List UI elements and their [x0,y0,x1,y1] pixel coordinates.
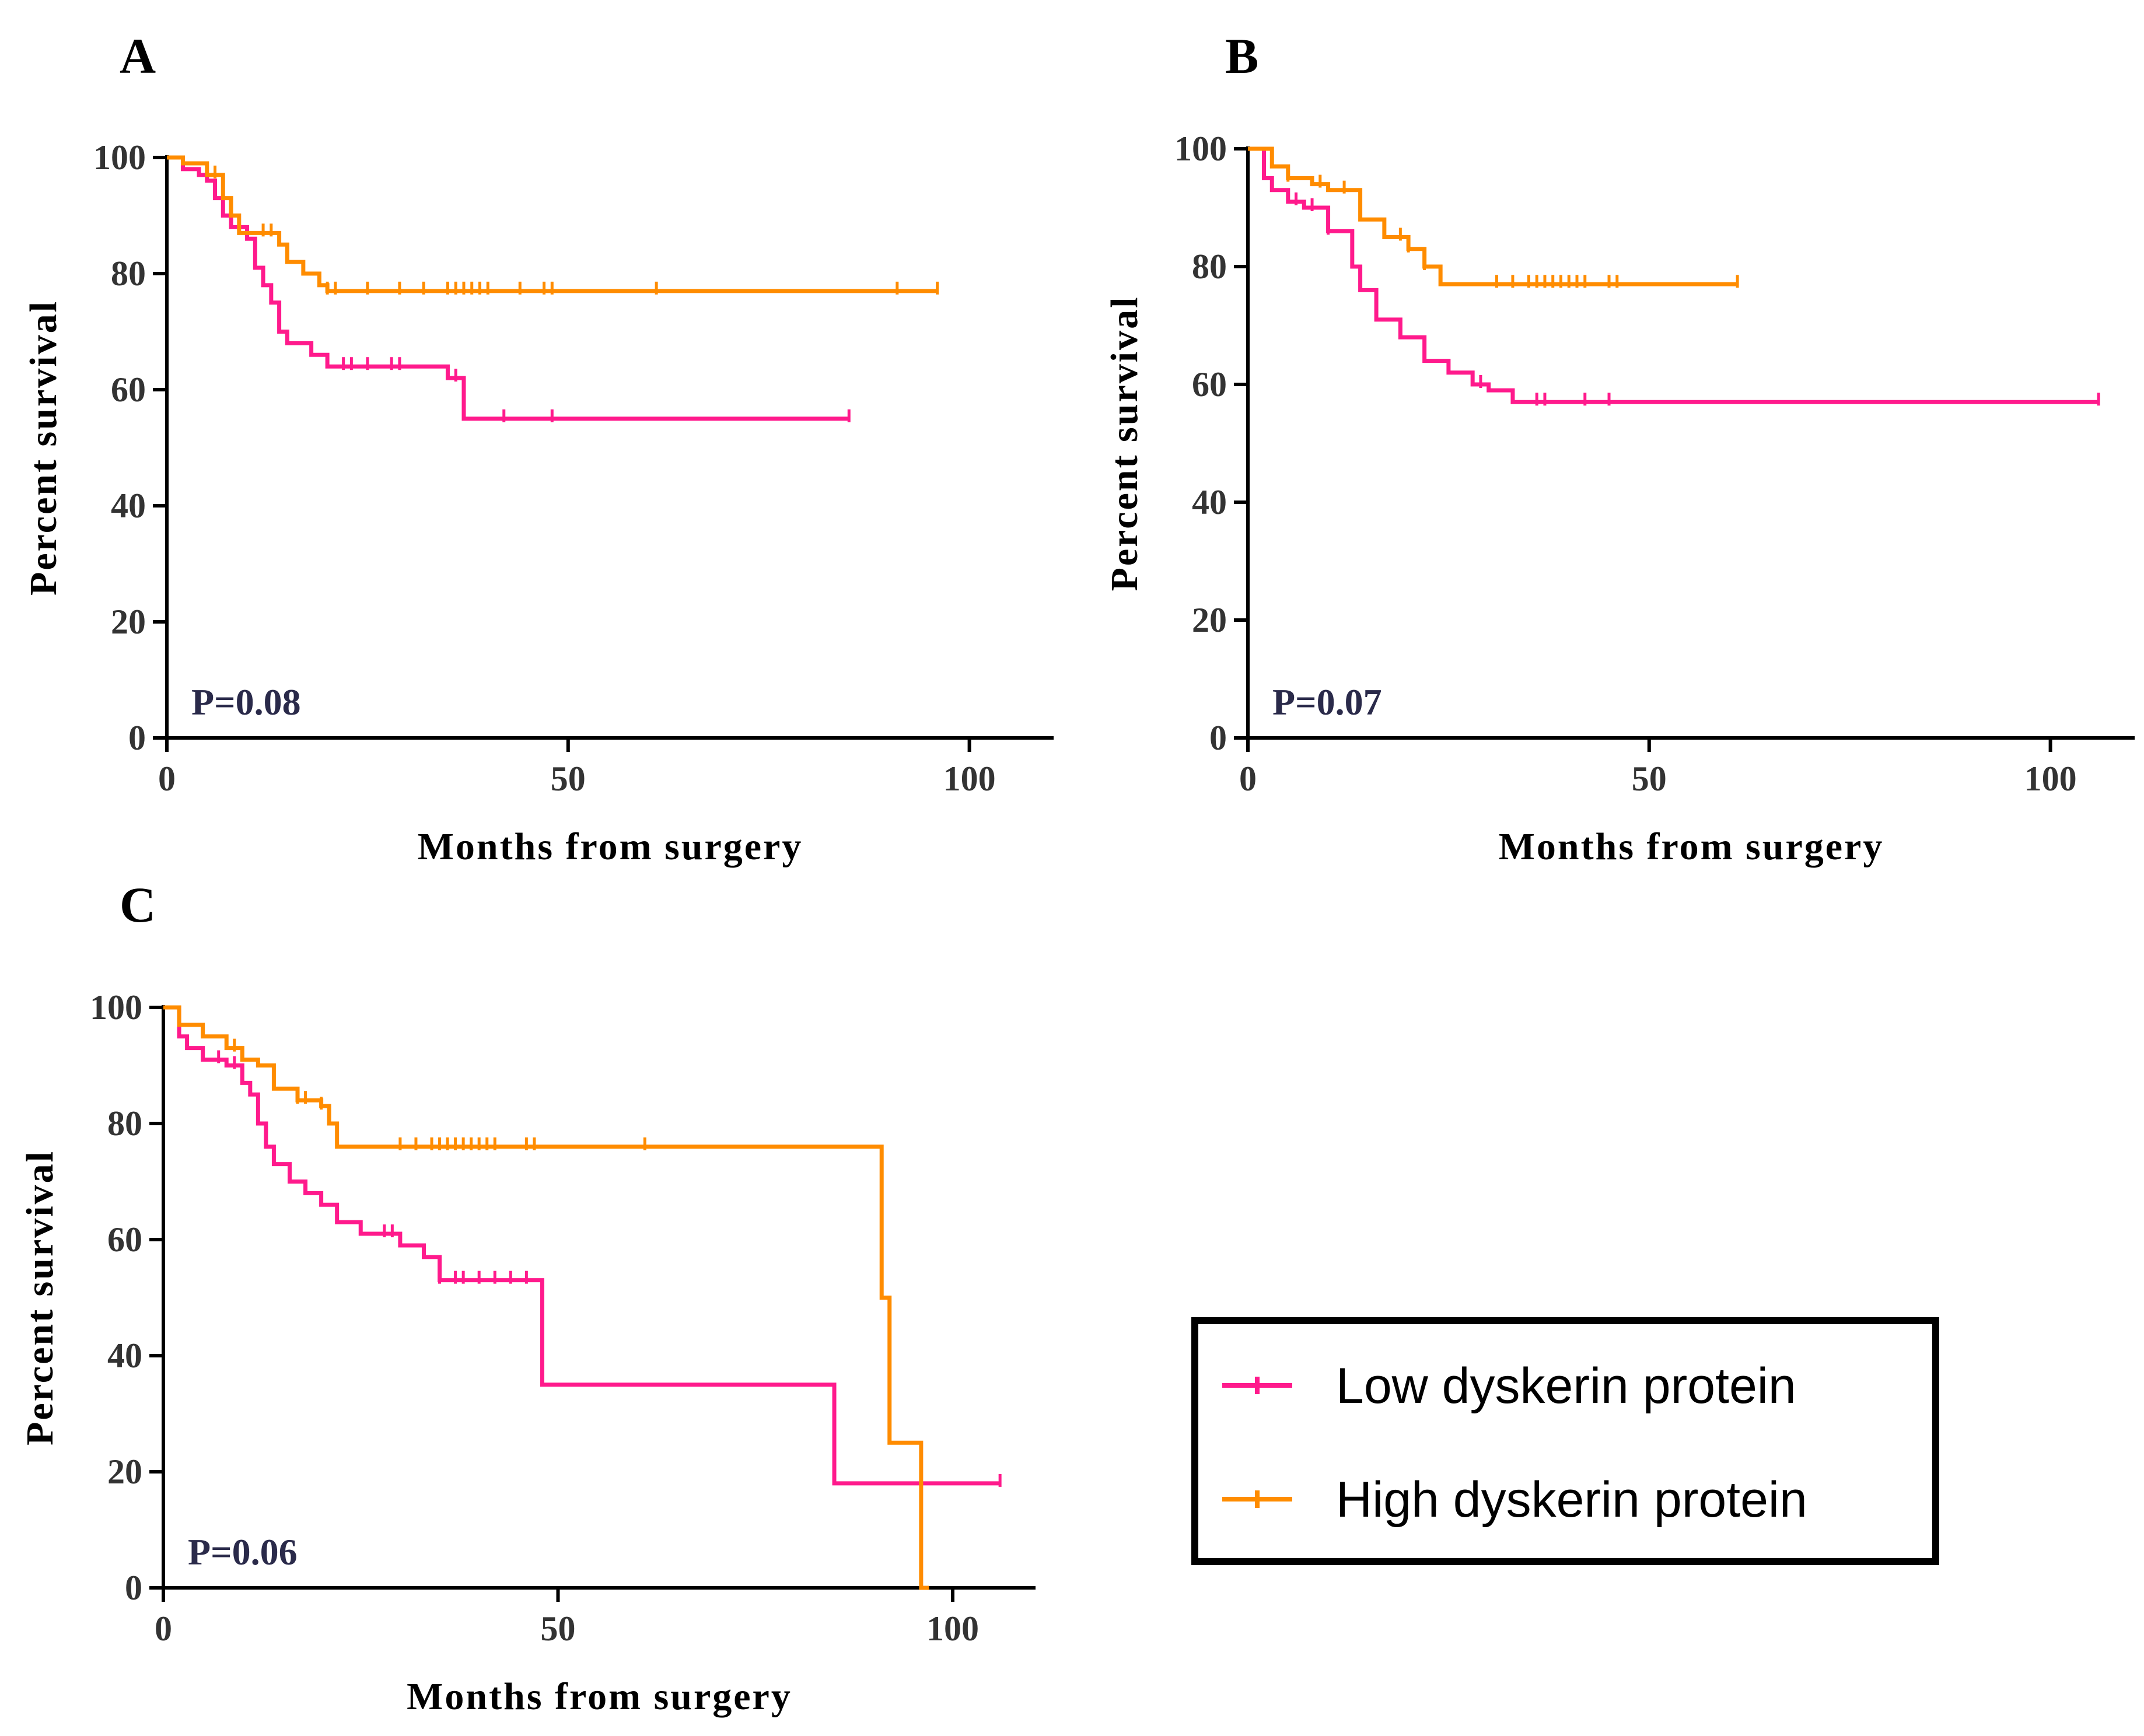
panel-a: A 0 20 40 60 80 100 0 50 100 Months from surgery P… [22,28,1054,868]
legend: Low dyskerin protein High dyskerin prote… [1191,1317,1939,1565]
survival-curve-low-p2 [163,1005,1001,1486]
x-tick-label-p0-100: 100 [943,760,996,798]
y-axis-title-p2: Percent survival [19,1150,61,1446]
legend-item-high: High dyskerin protein [1222,1472,1807,1528]
y-tick-label-p1-60: 60 [1192,365,1227,404]
y-tick-label-p2-60: 60 [107,1220,142,1259]
x-tick-label-p1-100: 100 [2024,760,2077,798]
y-axis-title-p0: Percent survival [22,300,65,596]
p-value-p0: P=0.08 [191,681,301,723]
y-tick-label-p0-20: 20 [111,603,146,641]
y-tick-label-p2-80: 80 [107,1104,142,1143]
y-tick-label-p1-20: 20 [1192,601,1227,639]
x-tick-label-p1-50: 50 [1632,760,1667,798]
legend-label-low: Low dyskerin protein [1336,1358,1796,1414]
legend-label-high: High dyskerin protein [1336,1472,1807,1528]
x-axis-title-p1: Months from surgery [1499,825,1884,868]
survival-curve-high-p1 [1248,146,1738,286]
y-axis-title-p1: Percent survival [1103,296,1146,592]
y-tick-label-p0-100: 100 [93,138,146,177]
panel-letter-b: B [1225,28,1258,84]
p-value-p1: P=0.07 [1272,681,1382,723]
panel-letter-a: A [120,28,156,84]
survival-curve-high-p0 [167,155,938,293]
p-value-p2: P=0.06 [188,1531,298,1573]
legend-item-low: Low dyskerin protein [1222,1358,1796,1414]
y-tick-label-p2-40: 40 [107,1336,142,1375]
survival-curve-high-p2 [163,1005,929,1590]
panel-b: B 0 20 40 60 80 100 0 50 100 Months from surgery P… [1103,28,2135,868]
y-tick-label-p1-40: 40 [1192,483,1227,522]
y-tick-label-p2-100: 100 [90,988,142,1027]
x-tick-label-p0-0: 0 [158,760,176,798]
x-tick-label-p2-0: 0 [155,1609,172,1648]
x-tick-label-p2-100: 100 [926,1609,979,1648]
x-tick-label-p1-0: 0 [1239,760,1257,798]
x-tick-label-p0-50: 50 [551,760,586,798]
x-axis-title-p0: Months from surgery [418,825,803,868]
panel-letter-c: C [120,877,156,933]
x-tick-label-p2-50: 50 [540,1609,575,1648]
x-axis-title-p2: Months from surgery [407,1675,792,1718]
y-tick-label-p0-60: 60 [111,370,146,409]
y-tick-label-p1-0: 0 [1209,719,1227,757]
y-tick-label-p0-80: 80 [111,254,146,293]
y-tick-label-p1-100: 100 [1174,130,1227,168]
y-tick-label-p2-20: 20 [107,1452,142,1491]
y-tick-label-p2-0: 0 [125,1569,142,1607]
y-tick-label-p1-80: 80 [1192,247,1227,286]
panel-c: C 0 20 40 60 80 100 0 50 100 Months from surgery P… [19,877,1036,1718]
y-tick-label-p0-40: 40 [111,487,146,525]
survival-curve-low-p1 [1248,146,2099,404]
survival-curve-low-p0 [167,155,849,421]
legend-box [1191,1317,1939,1565]
y-tick-label-p0-0: 0 [128,719,146,757]
